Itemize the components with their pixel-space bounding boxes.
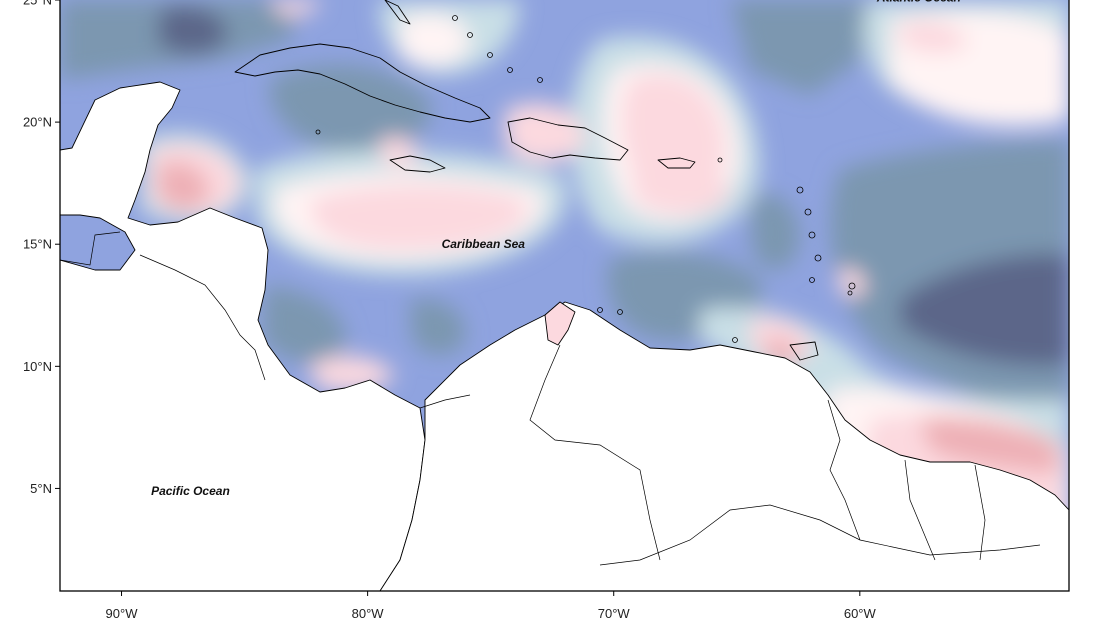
contour-navy-east: [900, 253, 1069, 366]
land-masses: [60, 0, 1069, 591]
land-hispaniola: [507, 117, 629, 161]
contour-salmon-honduras: [158, 161, 210, 210]
island-bahamas-5: [537, 77, 543, 83]
island-antilles-3: [808, 231, 816, 239]
y-tick-label: 20°N: [23, 115, 52, 130]
contour-salmon-guianas: [920, 416, 1060, 475]
small-islands: [315, 15, 856, 343]
land-florida: [384, 0, 411, 25]
ocean-label: Pacific Ocean: [151, 484, 230, 498]
ocean-labels: Atlantic Ocean Caribbean Sea Pacific Ocean: [151, 0, 961, 498]
island-antilles-2: [804, 208, 812, 216]
island-bahamas-2: [467, 32, 473, 38]
contour-pink-cuba-east: [380, 137, 419, 168]
contour-pink-bahamas: [270, 0, 320, 16]
x-tick-label: 60°W: [844, 606, 877, 621]
map-area: Atlantic Ocean Caribbean Sea Pacific Ocean: [60, 0, 1069, 591]
x-tick-label: 90°W: [106, 606, 139, 621]
border-colombia-panama: [419, 394, 471, 409]
contour-pink-antilles-island: [838, 268, 866, 297]
x-tick-label: 80°W: [352, 606, 385, 621]
border-suriname-guiana: [974, 464, 986, 561]
contour-pink-puerto-rico: [630, 156, 730, 215]
island-bahamas-1: [452, 15, 458, 21]
land-guajira: [544, 301, 576, 346]
contour-pink-hispaniola: [505, 103, 585, 164]
borders: [60, 231, 1041, 566]
border-venezuela-guyana: [827, 399, 861, 541]
ocean-label: Caribbean Sea: [442, 237, 526, 251]
island-barbados: [847, 290, 853, 296]
border-guyana-suriname: [904, 459, 936, 561]
land-cuba: [234, 43, 491, 123]
border-colombia-venezuela: [529, 344, 661, 561]
land-puerto-rico: [657, 157, 696, 169]
island-virgin: [717, 157, 723, 163]
border-brazil: [599, 504, 1041, 566]
border-mexico-guatemala: [60, 231, 121, 266]
contour-pink-atlantic: [900, 21, 968, 54]
y-tick-label: 10°N: [23, 359, 52, 374]
island-bahamas-4: [507, 67, 513, 73]
border-central-america: [139, 254, 266, 381]
land-south-america: [379, 301, 1069, 591]
island-curacao: [617, 309, 623, 315]
island-bahamas-3: [487, 52, 493, 58]
contour-pink-caribbean: [309, 185, 528, 250]
island-aruba: [597, 307, 603, 313]
island-antilles-6: [848, 282, 856, 290]
island-antilles-1: [796, 186, 804, 194]
contour-slate-colombia: [410, 299, 466, 355]
y-tick-label: 25°N: [23, 0, 52, 8]
x-axis: 90°W 80°W 70°W 60°W: [106, 591, 877, 621]
contour-slate-cuba: [269, 64, 432, 153]
x-tick-label: 70°W: [598, 606, 631, 621]
contour-slate-isthmus: [262, 285, 346, 364]
contour-slate-atlantic-north: [730, 0, 870, 95]
island-antilles-4: [814, 254, 822, 262]
island-caymans: [315, 129, 321, 135]
island-antilles-5: [809, 277, 815, 283]
y-axis: 25°N 20°N 15°N 10°N 5°N: [23, 0, 60, 496]
land-jamaica: [389, 155, 446, 173]
y-tick-label: 5°N: [30, 481, 52, 496]
land-yucatan-central-america: [60, 81, 426, 591]
contour-white-bahamas: [400, 13, 470, 67]
y-tick-label: 15°N: [23, 237, 52, 252]
island-margarita: [732, 337, 738, 343]
land-trinidad: [789, 341, 819, 361]
contour-slate-lesser-antilles: [750, 194, 800, 270]
ocean-label: Atlantic Ocean: [876, 0, 961, 5]
map-frame: [59, 0, 1070, 592]
contour-navy-gulf: [158, 6, 228, 55]
